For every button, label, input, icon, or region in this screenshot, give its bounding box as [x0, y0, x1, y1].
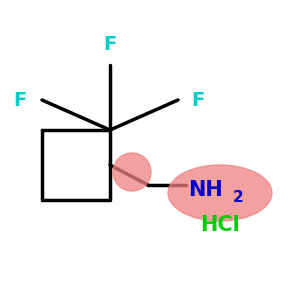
Ellipse shape — [168, 165, 272, 221]
Text: 2: 2 — [232, 190, 243, 206]
Text: F: F — [14, 91, 27, 110]
Circle shape — [113, 153, 151, 191]
Text: NH: NH — [188, 180, 222, 200]
Text: HCl: HCl — [200, 215, 240, 235]
Text: F: F — [191, 91, 205, 110]
Text: F: F — [103, 35, 117, 55]
